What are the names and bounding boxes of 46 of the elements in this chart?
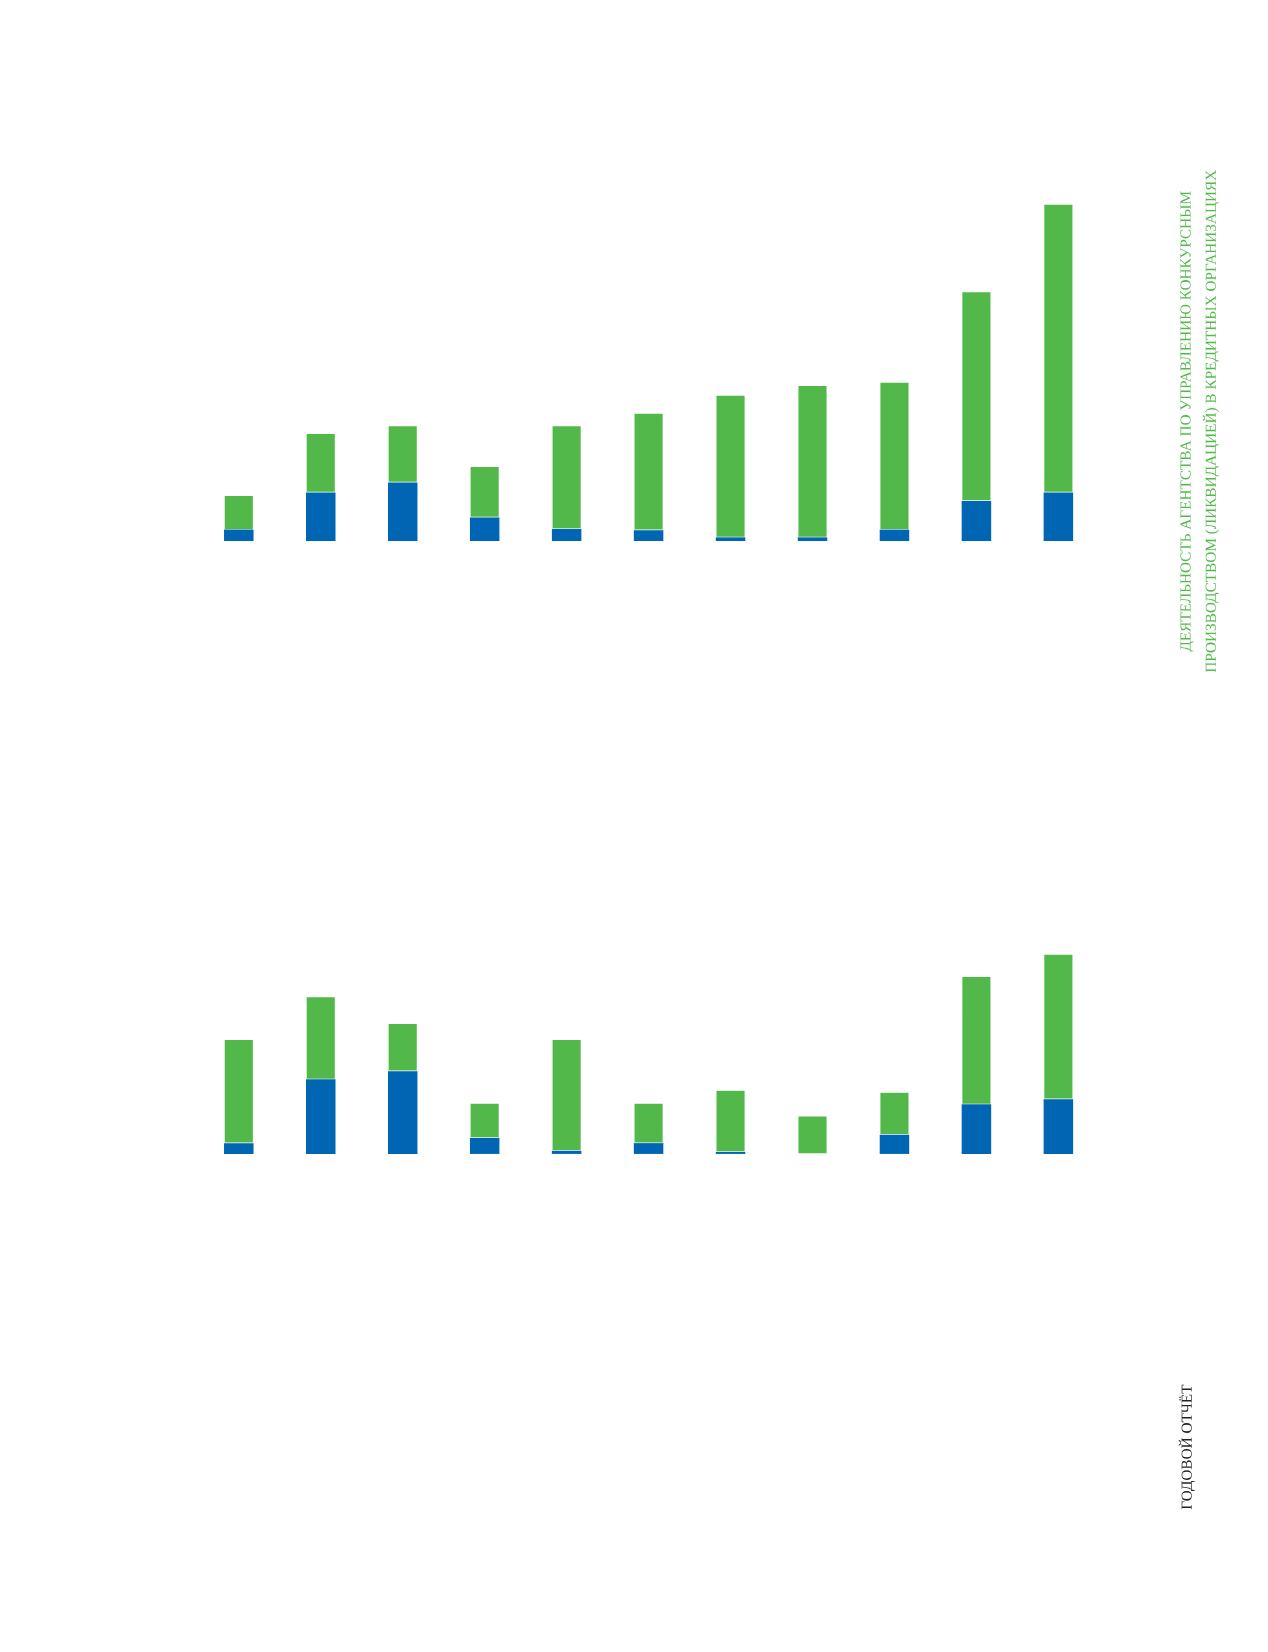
- bar: [387, 1022, 419, 1072]
- bar: [551, 1150, 582, 1154]
- bar: [715, 537, 746, 542]
- bar: [387, 1071, 418, 1154]
- bar: [633, 1102, 665, 1144]
- text: ГОДОВОЙ ОТЧЁТ: [1178, 1384, 1195, 1510]
- bar: [387, 424, 419, 484]
- bar: [1042, 204, 1074, 494]
- bar: [960, 975, 992, 1106]
- bar: [223, 494, 255, 531]
- bar: [551, 528, 582, 542]
- bar: [715, 394, 746, 539]
- bar: [305, 995, 337, 1081]
- bar: [879, 381, 910, 531]
- bar: [715, 1151, 746, 1154]
- bar: [797, 384, 828, 539]
- bar: [224, 1143, 254, 1154]
- bar: [797, 537, 828, 542]
- bar: [551, 424, 583, 530]
- bar: [715, 1089, 746, 1153]
- bar: [469, 1137, 500, 1154]
- bar: [551, 1038, 583, 1152]
- bar: [879, 1134, 910, 1154]
- text: ПРОИЗВОДСТВОМ (ЛИКВИДАЦИЕЙ) В КРЕДИТНЫХ ОРГАНИЗАЦИЯХ: [1202, 170, 1220, 673]
- bar: [633, 412, 665, 531]
- bar: [1042, 954, 1074, 1100]
- bar: [223, 1038, 255, 1144]
- bar: [469, 517, 500, 542]
- bar: [961, 500, 992, 542]
- text: ДЕЯТЕЛЬНОСТЬ АГЕНТСТВА ПО УПРАВЛЕНИЮ КОНКУРСНЫМ: [1180, 191, 1194, 652]
- bar: [305, 492, 336, 542]
- bar: [960, 290, 992, 502]
- bar: [633, 1143, 664, 1154]
- bar: [879, 529, 910, 542]
- bar: [961, 1104, 992, 1154]
- bar: [387, 482, 418, 542]
- bar: [797, 1115, 828, 1154]
- bar: [633, 530, 664, 542]
- bar: [1043, 1099, 1074, 1154]
- bar: [305, 432, 337, 494]
- bar: [1043, 492, 1074, 542]
- bar: [469, 1102, 501, 1139]
- bar: [305, 1079, 336, 1154]
- bar: [469, 465, 501, 519]
- bar: [879, 1091, 910, 1136]
- bar: [224, 529, 254, 542]
